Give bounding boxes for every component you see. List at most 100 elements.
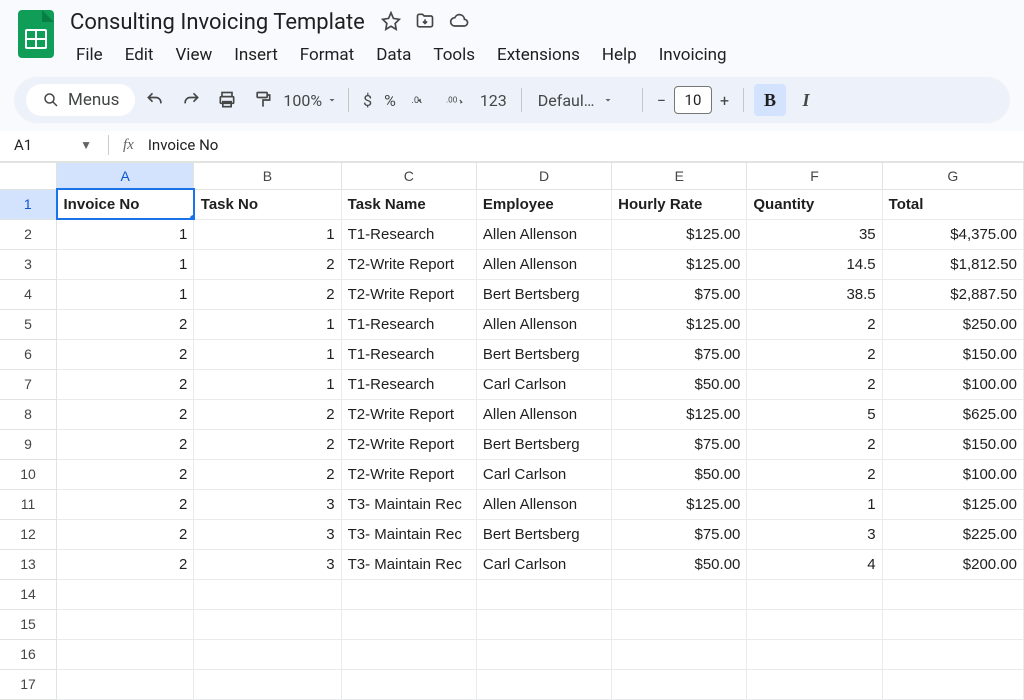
sheets-logo-icon[interactable] <box>16 8 56 60</box>
cell[interactable]: 3 <box>747 519 882 549</box>
cell[interactable]: 2 <box>194 429 341 459</box>
cell[interactable] <box>476 609 611 639</box>
cell[interactable] <box>747 639 882 669</box>
font-family-select[interactable]: Defaul… <box>532 91 632 110</box>
cell[interactable]: 2 <box>57 309 194 339</box>
cell[interactable]: $250.00 <box>882 309 1023 339</box>
cell[interactable]: $75.00 <box>612 429 747 459</box>
menu-view[interactable]: View <box>165 41 222 69</box>
cell[interactable]: 2 <box>194 399 341 429</box>
cell[interactable]: $125.00 <box>612 489 747 519</box>
cell[interactable] <box>57 669 194 699</box>
cell[interactable]: Carl Carlson <box>476 549 611 579</box>
cell[interactable]: $1,812.50 <box>882 249 1023 279</box>
cell[interactable]: $75.00 <box>612 279 747 309</box>
cell[interactable]: $125.00 <box>612 249 747 279</box>
cell[interactable]: T3- Maintain Rec <box>341 549 476 579</box>
cell[interactable]: T2-Write Report <box>341 459 476 489</box>
column-header-F[interactable]: F <box>747 163 882 189</box>
cell[interactable]: $100.00 <box>882 369 1023 399</box>
decrease-decimal-button[interactable]: .0 <box>404 84 436 116</box>
row-header[interactable]: 12 <box>0 519 57 549</box>
move-to-folder-icon[interactable] <box>415 11 435 35</box>
undo-button[interactable] <box>139 84 171 116</box>
header-cell[interactable]: Quantity <box>747 189 882 219</box>
format-currency-button[interactable]: $ <box>359 84 376 116</box>
header-cell[interactable]: Employee <box>476 189 611 219</box>
cell[interactable]: $4,375.00 <box>882 219 1023 249</box>
row-header[interactable]: 2 <box>0 219 57 249</box>
cell[interactable] <box>612 669 747 699</box>
cell[interactable] <box>341 609 476 639</box>
cell[interactable]: $150.00 <box>882 429 1023 459</box>
row-header[interactable]: 17 <box>0 669 57 699</box>
document-title[interactable]: Consulting Invoicing Template <box>66 8 369 37</box>
cell[interactable]: $50.00 <box>612 459 747 489</box>
print-button[interactable] <box>211 84 243 116</box>
cell[interactable]: $75.00 <box>612 339 747 369</box>
cell[interactable]: $75.00 <box>612 519 747 549</box>
cell[interactable]: $50.00 <box>612 549 747 579</box>
cell[interactable]: $125.00 <box>612 399 747 429</box>
cell[interactable]: 2 <box>747 429 882 459</box>
row-header[interactable]: 4 <box>0 279 57 309</box>
row-header[interactable]: 3 <box>0 249 57 279</box>
cell[interactable] <box>882 639 1023 669</box>
cell[interactable]: T1-Research <box>341 219 476 249</box>
cell[interactable]: T2-Write Report <box>341 249 476 279</box>
header-cell[interactable]: Hourly Rate <box>612 189 747 219</box>
format-number-button[interactable]: 123 <box>476 84 511 116</box>
bold-button[interactable]: B <box>754 84 786 116</box>
cell[interactable]: T1-Research <box>341 339 476 369</box>
font-size-increase-button[interactable]: + <box>716 84 733 116</box>
row-header[interactable]: 1 <box>0 189 57 219</box>
paint-format-button[interactable] <box>247 84 279 116</box>
cell[interactable]: 2 <box>57 339 194 369</box>
cell[interactable] <box>882 579 1023 609</box>
menu-file[interactable]: File <box>66 41 113 69</box>
cell[interactable]: 2 <box>194 249 341 279</box>
cell[interactable]: 2 <box>57 459 194 489</box>
menu-help[interactable]: Help <box>592 41 647 69</box>
name-box[interactable]: A1 ▼ <box>8 136 98 154</box>
cell[interactable] <box>57 609 194 639</box>
cell[interactable]: Allen Allenson <box>476 219 611 249</box>
select-all-corner[interactable] <box>0 163 57 189</box>
menu-invoicing[interactable]: Invoicing <box>649 41 737 69</box>
row-header[interactable]: 14 <box>0 579 57 609</box>
menu-edit[interactable]: Edit <box>115 41 164 69</box>
search-menus[interactable]: Menus <box>26 84 135 116</box>
cell[interactable]: T2-Write Report <box>341 429 476 459</box>
menu-insert[interactable]: Insert <box>224 41 288 69</box>
cell[interactable]: 2 <box>747 339 882 369</box>
cell[interactable] <box>882 609 1023 639</box>
cell[interactable]: 3 <box>194 519 341 549</box>
row-header[interactable]: 16 <box>0 639 57 669</box>
cell[interactable]: 1 <box>747 489 882 519</box>
cell[interactable]: Carl Carlson <box>476 369 611 399</box>
cell[interactable] <box>612 609 747 639</box>
cell[interactable] <box>57 579 194 609</box>
cell[interactable]: 4 <box>747 549 882 579</box>
header-cell[interactable]: Task Name <box>341 189 476 219</box>
header-cell[interactable]: Invoice No <box>57 189 194 219</box>
cell[interactable]: 5 <box>747 399 882 429</box>
cell[interactable]: 38.5 <box>747 279 882 309</box>
cell[interactable] <box>57 639 194 669</box>
cell[interactable]: $625.00 <box>882 399 1023 429</box>
menu-data[interactable]: Data <box>366 41 421 69</box>
italic-button[interactable]: I <box>790 84 822 116</box>
column-header-B[interactable]: B <box>194 163 341 189</box>
cell[interactable]: Bert Bertsberg <box>476 339 611 369</box>
column-header-G[interactable]: G <box>882 163 1023 189</box>
cell[interactable] <box>341 579 476 609</box>
star-icon[interactable] <box>381 11 401 35</box>
cell[interactable]: $125.00 <box>612 309 747 339</box>
cell[interactable]: $225.00 <box>882 519 1023 549</box>
spreadsheet-grid[interactable]: ABCDEFG1Invoice NoTask NoTask NameEmploy… <box>0 162 1024 700</box>
column-header-A[interactable]: A <box>57 163 194 189</box>
cell[interactable] <box>612 579 747 609</box>
formula-value[interactable]: Invoice No <box>148 136 219 154</box>
cell[interactable]: $100.00 <box>882 459 1023 489</box>
row-header[interactable]: 7 <box>0 369 57 399</box>
